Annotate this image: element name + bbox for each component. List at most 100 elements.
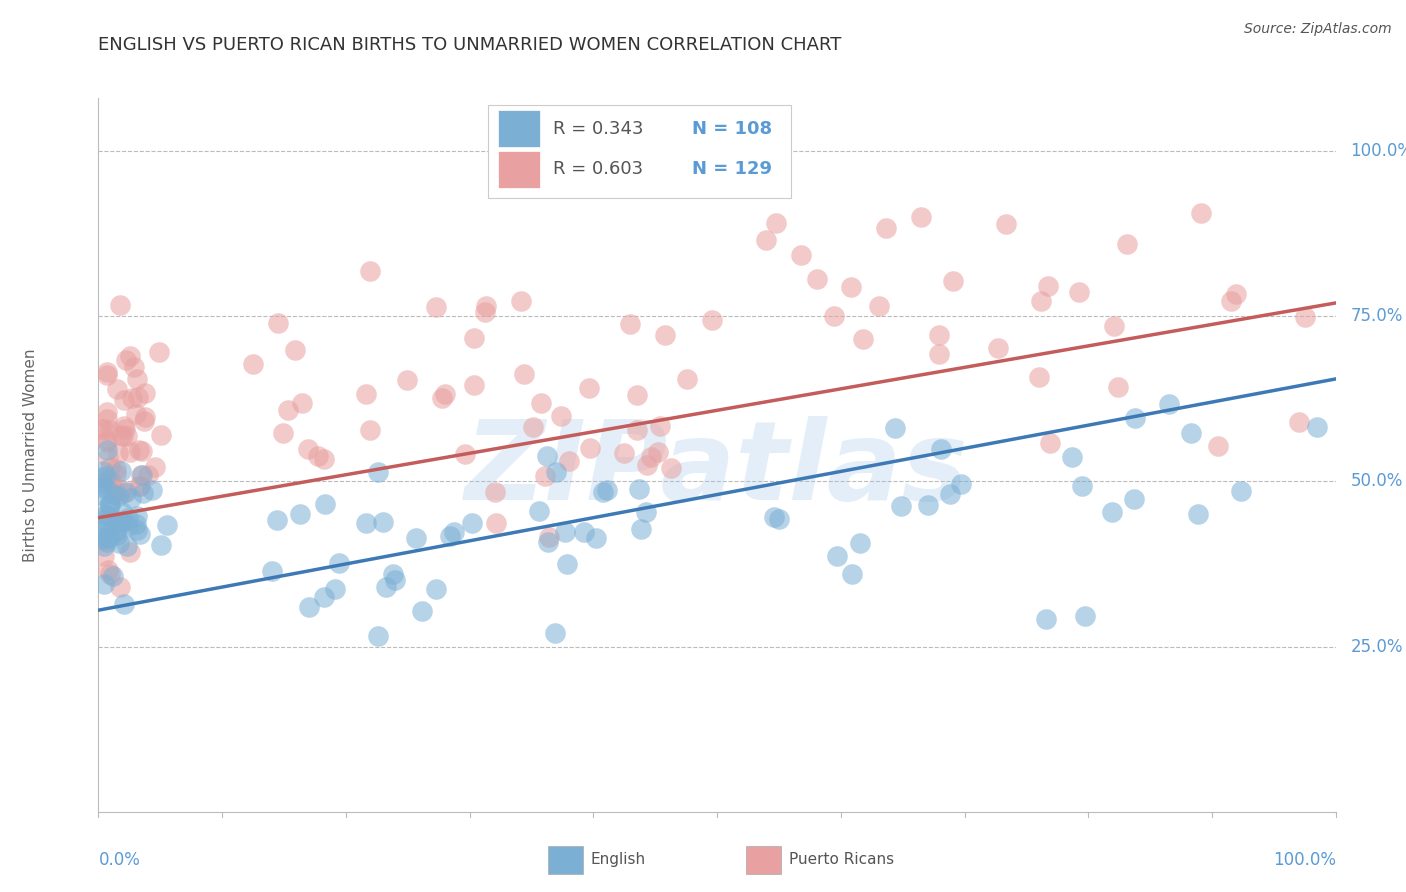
Point xyxy=(115,484,138,499)
Point xyxy=(354,516,377,531)
Point xyxy=(848,536,870,550)
Text: R = 0.603: R = 0.603 xyxy=(553,161,643,178)
Point xyxy=(949,476,972,491)
Point xyxy=(96,482,118,496)
Text: N = 108: N = 108 xyxy=(692,120,772,137)
Point xyxy=(522,419,544,434)
Point xyxy=(127,372,149,386)
Point xyxy=(312,590,335,604)
Point xyxy=(572,525,595,540)
Point xyxy=(367,629,389,643)
Point xyxy=(530,396,553,410)
Point xyxy=(1123,492,1146,507)
Point xyxy=(384,573,406,587)
Point xyxy=(96,563,118,577)
Point xyxy=(485,516,508,531)
Point xyxy=(111,483,134,497)
Point xyxy=(291,396,314,410)
Point xyxy=(396,373,419,387)
Point xyxy=(242,357,264,371)
Point xyxy=(267,317,290,331)
Point xyxy=(112,393,135,408)
Point xyxy=(98,498,121,512)
Point xyxy=(156,518,179,533)
Point xyxy=(841,280,863,294)
Text: ENGLISH VS PUERTO RICAN BIRTHS TO UNMARRIED WOMEN CORRELATION CHART: ENGLISH VS PUERTO RICAN BIRTHS TO UNMARR… xyxy=(98,36,842,54)
FancyBboxPatch shape xyxy=(745,846,782,874)
Point xyxy=(97,526,120,541)
Point xyxy=(1294,310,1316,325)
Point xyxy=(1288,415,1310,429)
Point xyxy=(323,582,346,597)
Point xyxy=(110,427,132,442)
Point xyxy=(93,513,115,527)
Point xyxy=(96,434,118,448)
Text: Births to Unmarried Women: Births to Unmarried Women xyxy=(22,348,38,562)
Point xyxy=(284,343,307,358)
Point xyxy=(755,233,778,247)
Point xyxy=(371,515,394,529)
Text: ZIPatlas: ZIPatlas xyxy=(465,416,969,523)
Point xyxy=(108,580,131,594)
Point xyxy=(578,381,600,395)
Point xyxy=(90,524,112,538)
Point xyxy=(150,538,173,552)
Point xyxy=(98,498,121,512)
Point xyxy=(1159,397,1181,411)
Point xyxy=(509,294,531,309)
Point xyxy=(1074,608,1097,623)
Point xyxy=(129,468,152,483)
Point xyxy=(765,216,787,230)
Point xyxy=(1180,425,1202,440)
Point xyxy=(768,512,790,526)
Point xyxy=(97,474,120,488)
Point xyxy=(1123,411,1146,425)
Point xyxy=(411,605,433,619)
Point xyxy=(558,454,581,468)
Point xyxy=(91,533,114,547)
Point xyxy=(536,449,558,463)
Point xyxy=(134,410,156,425)
Point xyxy=(474,305,496,319)
Point xyxy=(112,516,135,530)
Point xyxy=(613,446,636,460)
Point xyxy=(104,514,127,528)
Point xyxy=(120,491,142,505)
Point xyxy=(117,539,139,553)
Point xyxy=(117,510,139,524)
Point xyxy=(929,442,952,456)
Point xyxy=(825,549,848,563)
Text: R = 0.343: R = 0.343 xyxy=(553,120,643,137)
Point xyxy=(852,332,875,346)
Point xyxy=(100,474,122,488)
Point xyxy=(1102,318,1125,333)
Point xyxy=(806,272,828,286)
Point xyxy=(1028,369,1050,384)
Point xyxy=(910,211,932,225)
Point xyxy=(654,328,676,343)
Point xyxy=(110,298,132,312)
Point xyxy=(125,509,148,524)
Point xyxy=(529,504,551,518)
Point xyxy=(314,497,336,511)
Point xyxy=(460,516,482,531)
Point xyxy=(131,468,153,483)
Point xyxy=(148,345,170,359)
Point xyxy=(93,531,115,545)
Point xyxy=(125,407,148,421)
Point xyxy=(118,349,141,363)
Text: Puerto Ricans: Puerto Ricans xyxy=(789,852,894,867)
Point xyxy=(538,530,561,544)
Point xyxy=(128,443,150,458)
Point xyxy=(763,509,786,524)
Point xyxy=(354,386,377,401)
Point xyxy=(117,519,139,533)
Point xyxy=(626,423,648,437)
Point xyxy=(619,317,641,331)
Point xyxy=(104,524,127,538)
Point xyxy=(131,443,153,458)
FancyBboxPatch shape xyxy=(488,105,792,198)
Point xyxy=(1060,450,1083,465)
Point xyxy=(1036,279,1059,293)
Point xyxy=(266,513,288,527)
